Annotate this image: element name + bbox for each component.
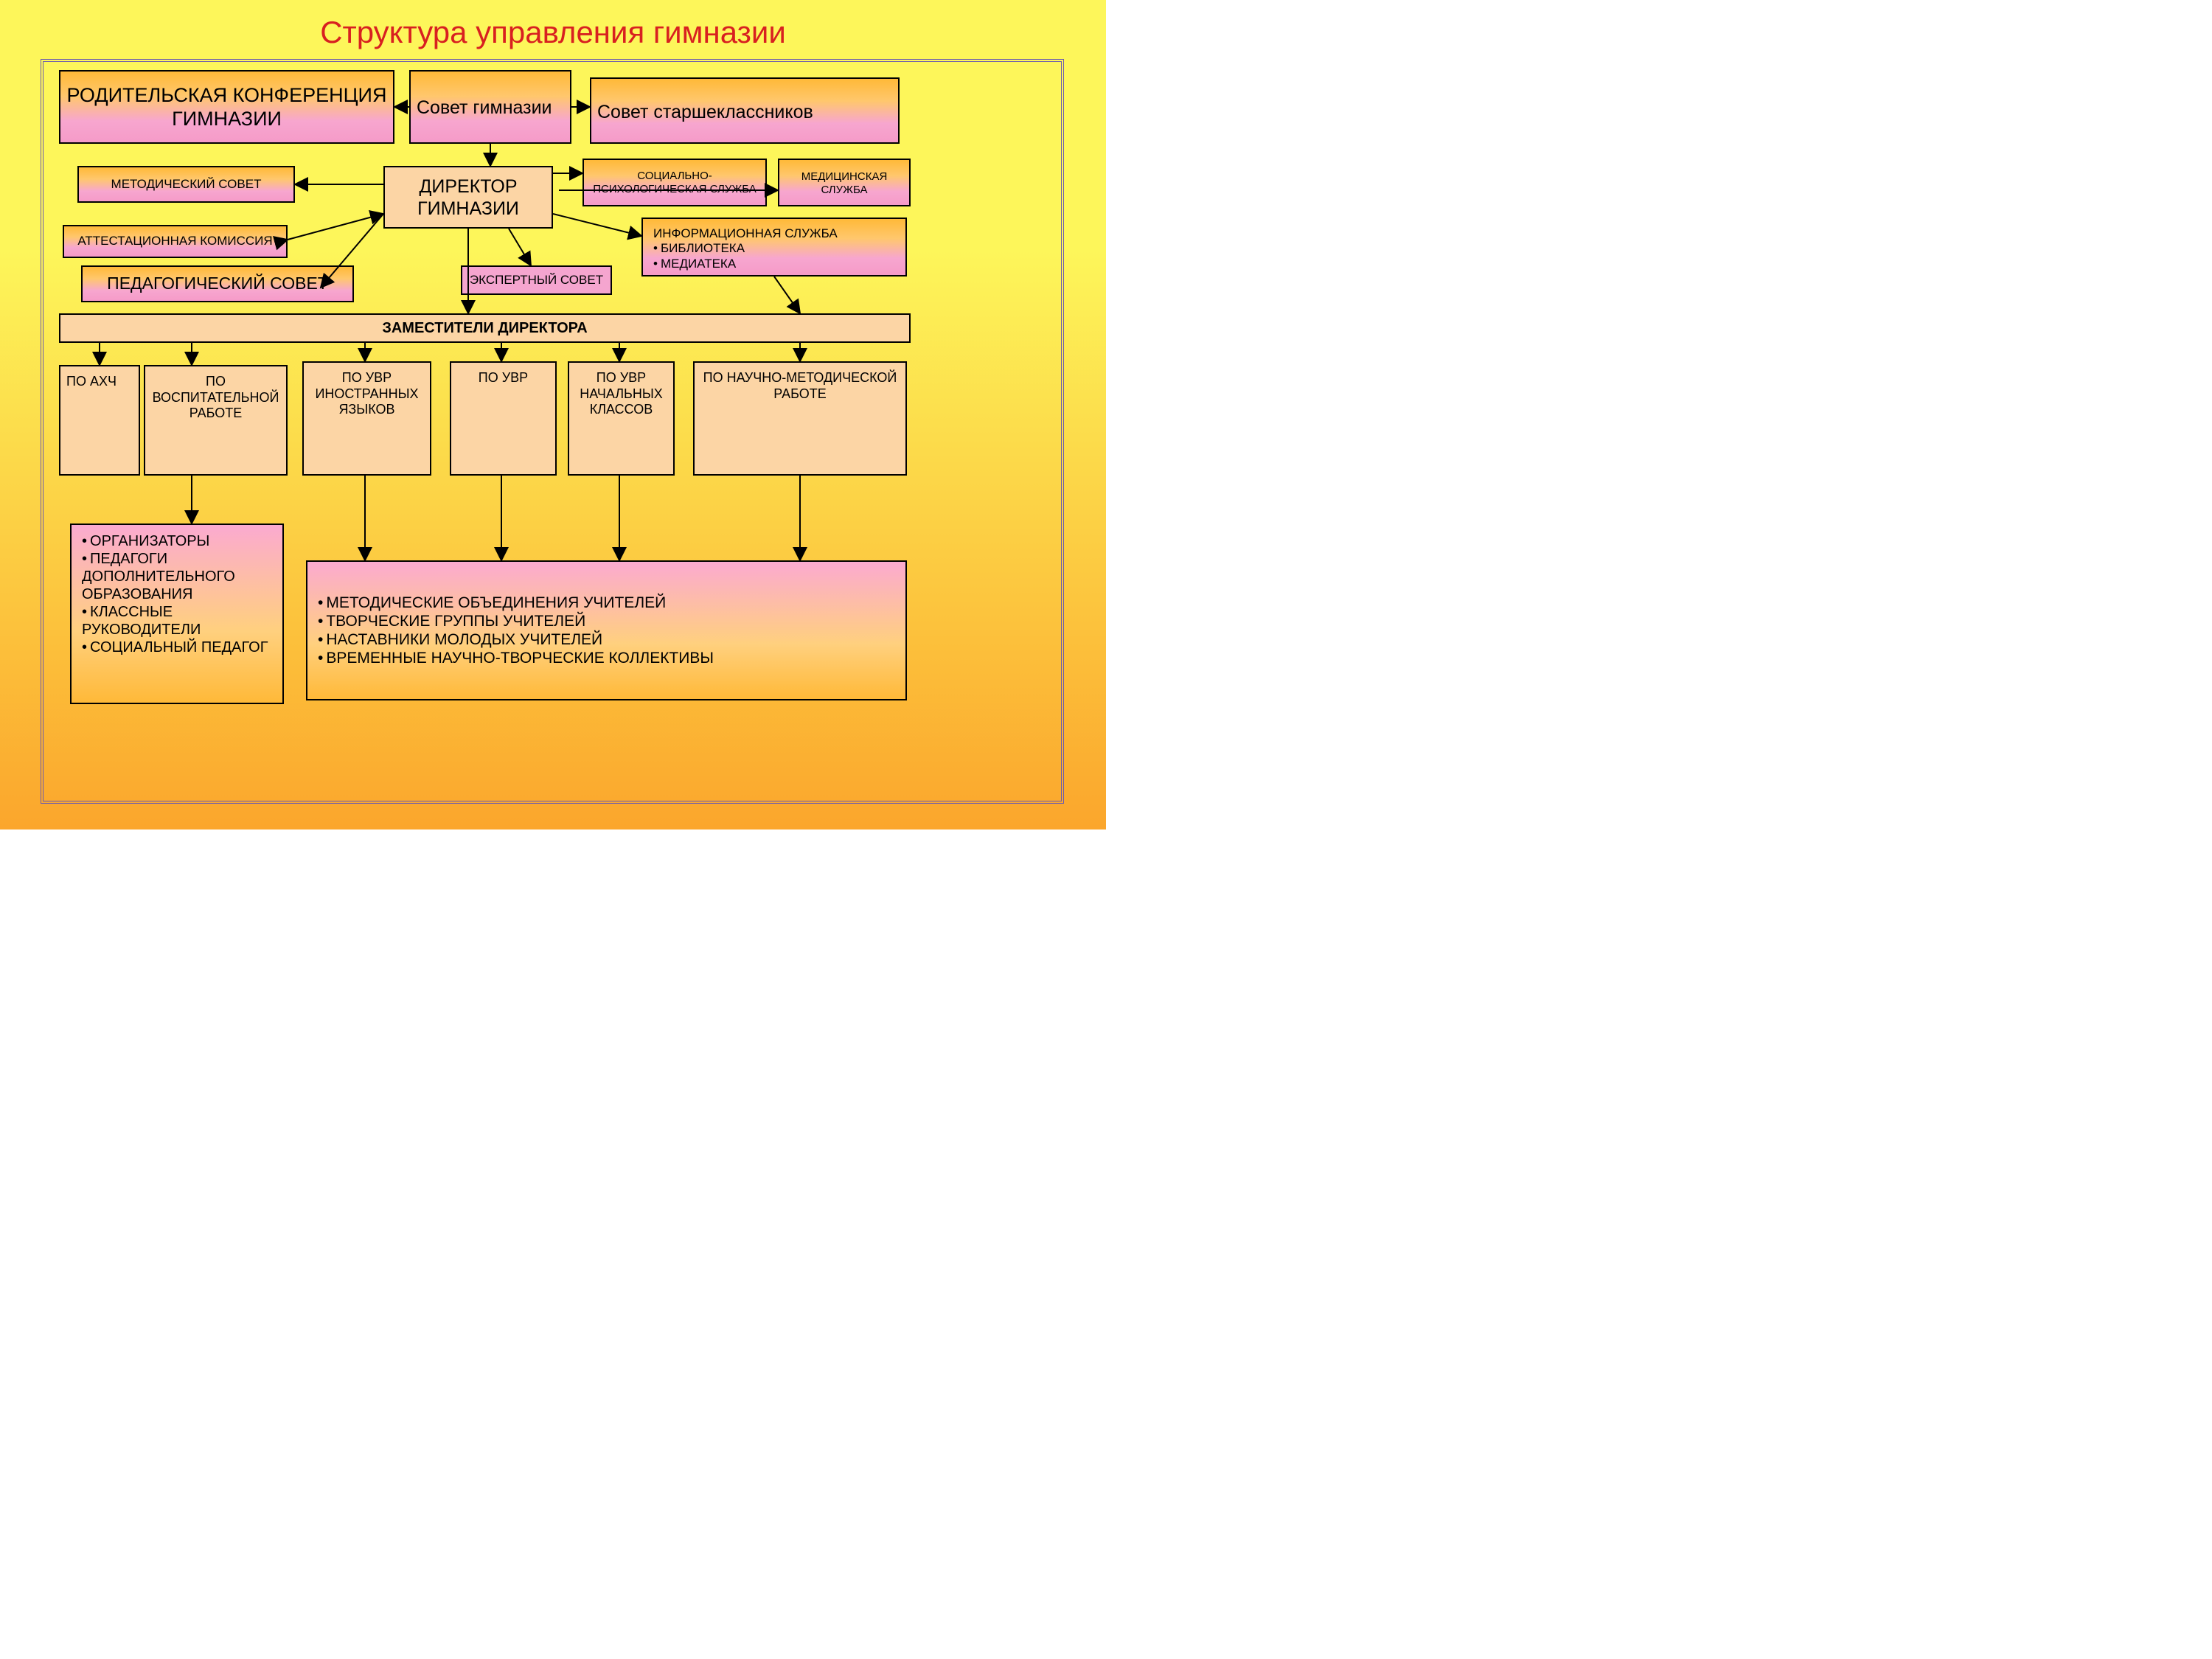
slide-background: Структура управления гимназии РОДИТЕЛЬСК…	[0, 0, 1106, 830]
label: Совет старшеклассников	[597, 101, 813, 123]
node-method-unions: МЕТОДИЧЕСКИЕ ОБЪЕДИНЕНИЯ УЧИТЕЛЕЙ ТВОРЧЕ…	[306, 560, 907, 700]
node-dep-uvr-elementary: ПО УВР НАЧАЛЬНЫХ КЛАССОВ	[568, 361, 675, 476]
node-gymnasium-council: Совет гимназии	[409, 70, 571, 144]
bullet-item: ТВОРЧЕСКИЕ ГРУППЫ УЧИТЕЛЕЙ	[318, 612, 714, 630]
bullet-list: БИБЛИОТЕКА МЕДИАТЕКА	[653, 241, 745, 271]
node-dep-ahch: ПО АХЧ	[59, 365, 140, 476]
label: ЭКСПЕРТНЫЙ СОВЕТ	[470, 273, 603, 288]
node-medical-service: МЕДИЦИНСКАЯ СЛУЖБА	[778, 159, 911, 206]
node-parent-conference: РОДИТЕЛЬСКАЯ КОНФЕРЕНЦИЯ ГИМНАЗИИ	[59, 70, 394, 144]
label: АТТЕСТАЦИОННАЯ КОМИССИЯ	[77, 234, 272, 248]
bullet-list: МЕТОДИЧЕСКИЕ ОБЪЕДИНЕНИЯ УЧИТЕЛЕЙ ТВОРЧЕ…	[318, 594, 714, 668]
node-social-psychological-service: СОЦИАЛЬНО-ПСИХОЛОГИЧЕСКАЯ СЛУЖБА	[582, 159, 767, 206]
label: ПО НАУЧНО-МЕТОДИЧЕСКОЙ РАБОТЕ	[700, 370, 900, 402]
label: ПО УВР ИНОСТРАННЫХ ЯЗЫКОВ	[310, 370, 424, 418]
node-pedagogical-council: ПЕДАГОГИЧЕСКИЙ СОВЕТ	[81, 265, 354, 302]
label: МЕДИЦИНСКАЯ СЛУЖБА	[785, 170, 903, 197]
label: МЕТОДИЧЕСКИЙ СОВЕТ	[111, 177, 262, 192]
label: ПО ВОСПИТАТЕЛЬНОЙ РАБОТЕ	[151, 374, 280, 422]
bullet-item: МЕДИАТЕКА	[653, 257, 745, 271]
node-senior-students-council: Совет старшеклассников	[590, 77, 900, 144]
label: СОЦИАЛЬНО-ПСИХОЛОГИЧЕСКАЯ СЛУЖБА	[590, 170, 759, 196]
node-expert-council: ЭКСПЕРТНЫЙ СОВЕТ	[461, 265, 612, 295]
label: ДИРЕКТОР ГИМНАЗИИ	[391, 175, 546, 220]
label: ПО УВР	[479, 370, 528, 386]
node-dep-vospitatelnaya: ПО ВОСПИТАТЕЛЬНОЙ РАБОТЕ	[144, 365, 288, 476]
bullet-list: ОРГАНИЗАТОРЫ ПЕДАГОГИ ДОПОЛНИТЕЛЬНОГО ОБ…	[82, 532, 272, 656]
label: ЗАМЕСТИТЕЛИ ДИРЕКТОРА	[382, 319, 587, 337]
bullet-item: БИБЛИОТЕКА	[653, 241, 745, 256]
node-methodical-council: МЕТОДИЧЕСКИЙ СОВЕТ	[77, 166, 295, 203]
label: ПО УВР НАЧАЛЬНЫХ КЛАССОВ	[575, 370, 667, 418]
label: ИНФОРМАЦИОННАЯ СЛУЖБА	[653, 226, 838, 241]
slide-title: Структура управления гимназии	[0, 15, 1106, 50]
label: РОДИТЕЛЬСКАЯ КОНФЕРЕНЦИЯ ГИМНАЗИИ	[66, 83, 387, 131]
label: ПО АХЧ	[66, 374, 116, 390]
node-dep-uvr-foreign: ПО УВР ИНОСТРАННЫХ ЯЗЫКОВ	[302, 361, 431, 476]
node-information-service: ИНФОРМАЦИОННАЯ СЛУЖБА БИБЛИОТЕКА МЕДИАТЕ…	[641, 218, 907, 276]
bullet-item: ПЕДАГОГИ ДОПОЛНИТЕЛЬНОГО ОБРАЗОВАНИЯ	[82, 550, 272, 603]
node-deputies: ЗАМЕСТИТЕЛИ ДИРЕКТОРА	[59, 313, 911, 343]
node-dep-uvr: ПО УВР	[450, 361, 557, 476]
bullet-item: МЕТОДИЧЕСКИЕ ОБЪЕДИНЕНИЯ УЧИТЕЛЕЙ	[318, 594, 714, 612]
bullet-item: НАСТАВНИКИ МОЛОДЫХ УЧИТЕЛЕЙ	[318, 630, 714, 649]
node-dep-scientific-method: ПО НАУЧНО-МЕТОДИЧЕСКОЙ РАБОТЕ	[693, 361, 907, 476]
bullet-item: КЛАССНЫЕ РУКОВОДИТЕЛИ	[82, 603, 272, 639]
node-director: ДИРЕКТОР ГИМНАЗИИ	[383, 166, 553, 229]
bullet-item: СОЦИАЛЬНЫЙ ПЕДАГОГ	[82, 639, 272, 656]
bullet-item: ВРЕМЕННЫЕ НАУЧНО-ТВОРЧЕСКИЕ КОЛЛЕКТИВЫ	[318, 649, 714, 667]
node-organizers: ОРГАНИЗАТОРЫ ПЕДАГОГИ ДОПОЛНИТЕЛЬНОГО ОБ…	[70, 524, 284, 704]
bullet-item: ОРГАНИЗАТОРЫ	[82, 532, 272, 550]
label: ПЕДАГОГИЧЕСКИЙ СОВЕТ	[107, 274, 328, 294]
label: Совет гимназии	[417, 97, 552, 119]
node-attestation-commission: АТТЕСТАЦИОННАЯ КОМИССИЯ	[63, 225, 288, 258]
